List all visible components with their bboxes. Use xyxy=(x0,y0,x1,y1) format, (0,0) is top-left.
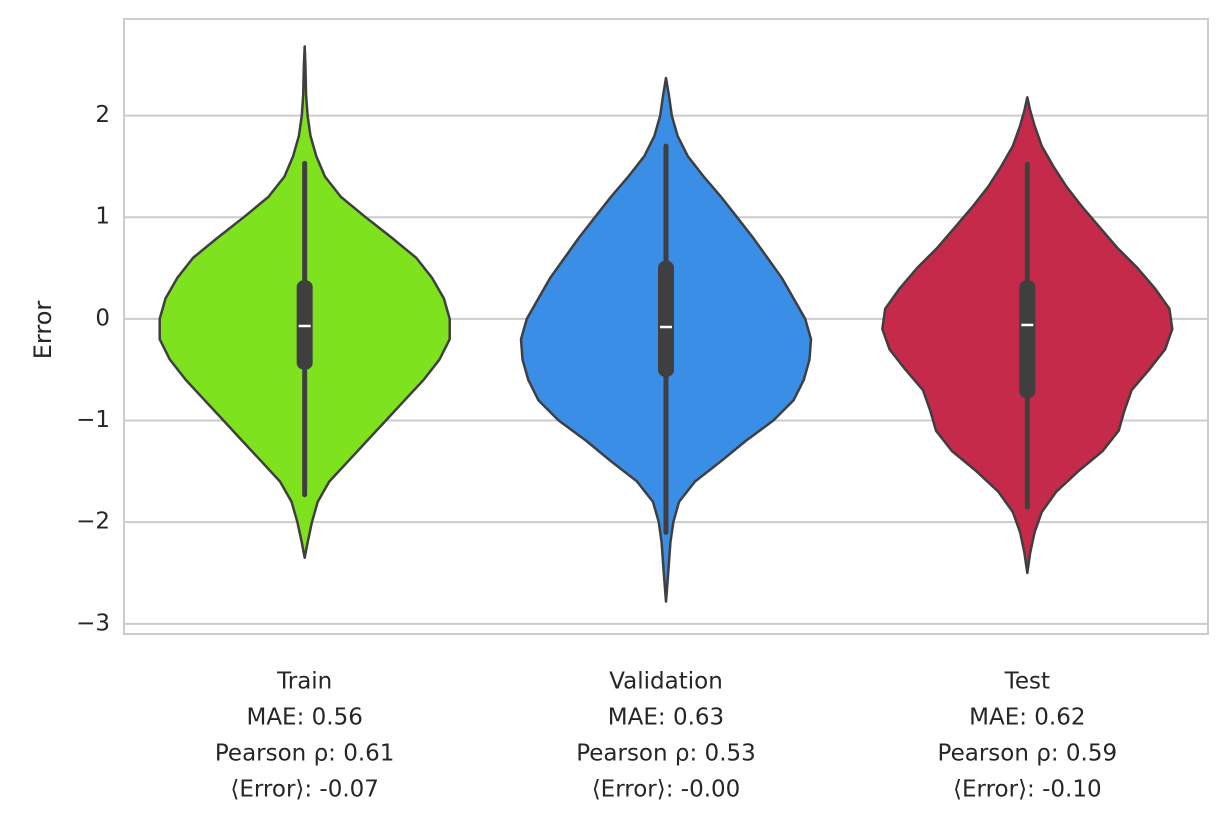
category-label-line: Pearson ρ: 0.59 xyxy=(938,741,1118,767)
category-label-line: MAE: 0.56 xyxy=(246,705,362,731)
category-label-line: Train xyxy=(276,669,332,695)
category-label-line: ⟨Error⟩: -0.10 xyxy=(953,777,1102,803)
category-label-line: Validation xyxy=(609,669,723,695)
y-tick-label: −3 xyxy=(76,610,110,636)
category-label-line: ⟨Error⟩: -0.07 xyxy=(230,777,379,803)
category-label-line: Test xyxy=(1004,669,1050,695)
y-tick-label: 2 xyxy=(95,102,110,128)
category-label-line: ⟨Error⟩: -0.00 xyxy=(592,777,741,803)
y-tick-label: 0 xyxy=(95,305,110,331)
category-label-line: Pearson ρ: 0.53 xyxy=(576,741,756,767)
iqr-box-test xyxy=(1019,280,1036,399)
category-label-line: Pearson ρ: 0.61 xyxy=(215,741,395,767)
y-tick-label: 1 xyxy=(95,204,110,230)
y-tick-label: −2 xyxy=(76,509,110,535)
y-tick-labels: 2 1 0 −1 −2 −3 xyxy=(76,102,110,636)
violins xyxy=(158,45,1174,603)
y-axis-title: Error xyxy=(29,301,57,360)
iqr-box-validation xyxy=(658,260,674,377)
y-tick-label: −1 xyxy=(76,407,110,433)
category-label-line: MAE: 0.63 xyxy=(608,705,724,731)
category-label-line: MAE: 0.62 xyxy=(969,705,1085,731)
category-labels: Train MAE: 0.56 Pearson ρ: 0.61 ⟨Error⟩: -0… xyxy=(215,669,1117,803)
